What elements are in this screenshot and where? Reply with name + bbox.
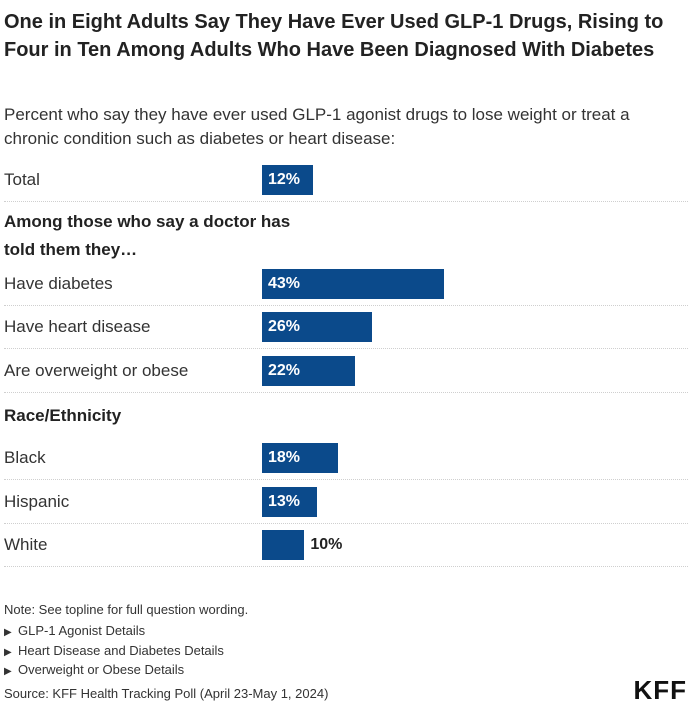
bar-row: Hispanic 13% [4,481,688,524]
triangle-right-icon: ▶ [4,627,12,638]
category-label: White [4,535,48,554]
source-note: Source: KFF Health Tracking Poll (April … [4,686,329,701]
value-label: 13% [268,493,301,510]
value-label: 12% [268,171,301,188]
details-list: ▶ GLP-1 Agonist Details ▶ Heart Disease an… [4,621,224,680]
bar-row: Have diabetes 43% [4,263,688,306]
kff-logo: KFF [633,675,687,705]
details-item-label: Heart Disease and Diabetes Details [18,642,224,658]
triangle-right-icon: ▶ [4,646,12,658]
bar [262,443,339,473]
footnote: Note: See topline for full question word… [4,602,249,617]
category-label: Black [4,448,46,467]
details-item-glp1[interactable]: ▶ GLP-1 Agonist Details [4,621,224,641]
category-label: Total [4,170,40,189]
bar [262,530,305,560]
value-label: 10% [310,536,343,553]
bar-row: Black 18% [4,437,688,480]
details-item-label: GLP-1 Agonist Details [18,623,146,638]
bar [262,356,356,386]
category-label: Have heart disease [4,317,151,336]
category-label: Are overweight or obese [4,361,189,380]
details-item-label: Overweight or Obese Details [18,662,185,677]
bar [262,165,313,195]
value-label: 26% [268,318,301,335]
bar-row: Are overweight or obese 22% [4,350,688,393]
category-label: Hispanic [4,492,70,511]
value-label: 22% [268,362,301,379]
value-label: 18% [268,449,301,466]
bar [262,269,444,299]
bar [262,487,318,517]
triangle-right-icon: ▶ [4,666,12,677]
category-label: Have diabetes [4,274,113,293]
section-heading-doctor: Among those who say a doctor has told th… [4,212,291,259]
bar [262,312,373,342]
bar-row: Total 12% [4,159,688,202]
chart-title: One in Eight Adults Say They Have Ever U… [4,11,664,61]
details-item-overweight[interactable]: ▶ Overweight or Obese Details [4,660,224,680]
value-label: 43% [268,275,301,292]
bar-row: White 10% [4,524,688,567]
chart-subtitle: Percent who say they have ever used GLP-… [4,105,630,148]
section-heading-race: Race/Ethnicity [4,406,122,425]
details-item-heart-diabetes[interactable]: ▶ Heart Disease and Diabetes Details [4,641,224,661]
bar-row: Have heart disease 26% [4,306,688,349]
